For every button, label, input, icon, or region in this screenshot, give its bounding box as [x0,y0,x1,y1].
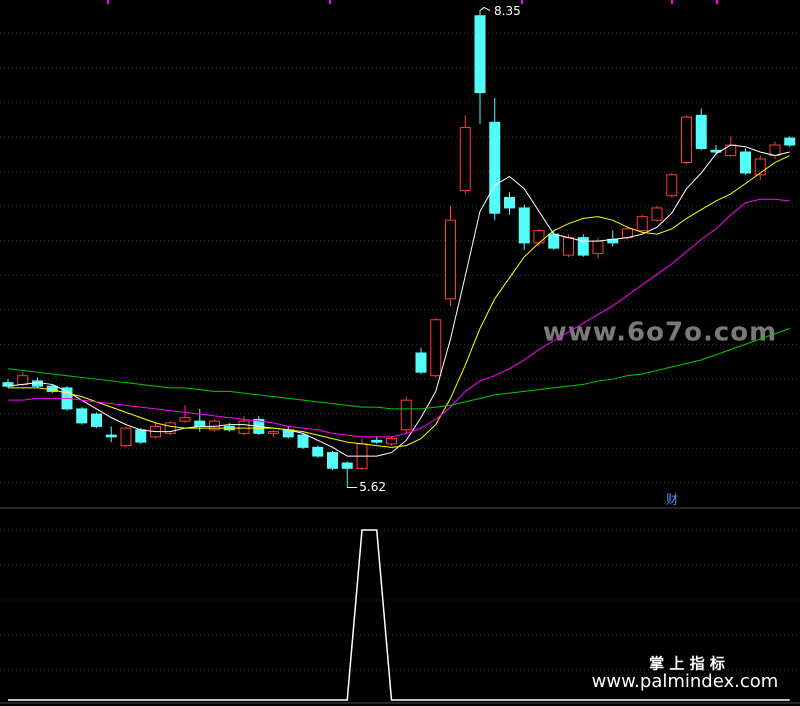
candle-body [695,114,707,150]
candle-body [577,237,589,256]
candle-body [474,15,486,94]
candle-body [769,144,781,157]
candle-body [17,375,29,385]
ma-line [8,198,790,438]
candle-body [592,240,604,254]
candle-body [518,207,530,244]
candle-body [533,230,545,244]
low-label: 5.62 [359,480,386,494]
candle-body [681,116,692,164]
candle-body [548,233,560,249]
candle-body [135,429,147,443]
candle-body [327,452,338,469]
candle-body [504,196,515,209]
candle-body [563,237,574,256]
top-markers [107,0,718,4]
candle-body [179,417,191,422]
watermark: 掌 上 指 标 [649,655,725,673]
candle-body [754,158,766,176]
candle-body [268,431,279,434]
candle-body [105,434,117,438]
candle-body [651,207,663,221]
candle-body [489,121,501,214]
candle-body [415,352,427,373]
watermark: www.6o7o.com [543,318,777,348]
candle-body [430,319,442,377]
candle-body [164,422,176,434]
candle-body [238,420,250,434]
candle-body [445,219,456,300]
candle-body [341,462,353,469]
candle-body [386,438,397,445]
candle-body [120,427,132,447]
candle-body [91,413,102,427]
candle-body [740,151,751,174]
candle-body [666,174,678,197]
ma-line [8,155,790,448]
high-label: 8.35 [494,4,521,18]
candle-body [297,434,309,448]
high-pointer [479,6,491,11]
indicator-line [8,529,790,701]
candle-body [194,420,206,427]
candle-body [459,127,471,191]
candle-body [76,408,88,424]
ma-line [7,328,790,410]
marker: 财 [666,493,678,507]
watermark: www.palmindex.com [592,671,779,692]
candle-body [400,399,412,431]
candle-body [784,137,796,146]
candle-body [371,439,383,443]
candle-body [312,446,324,457]
candle-body [636,216,648,232]
